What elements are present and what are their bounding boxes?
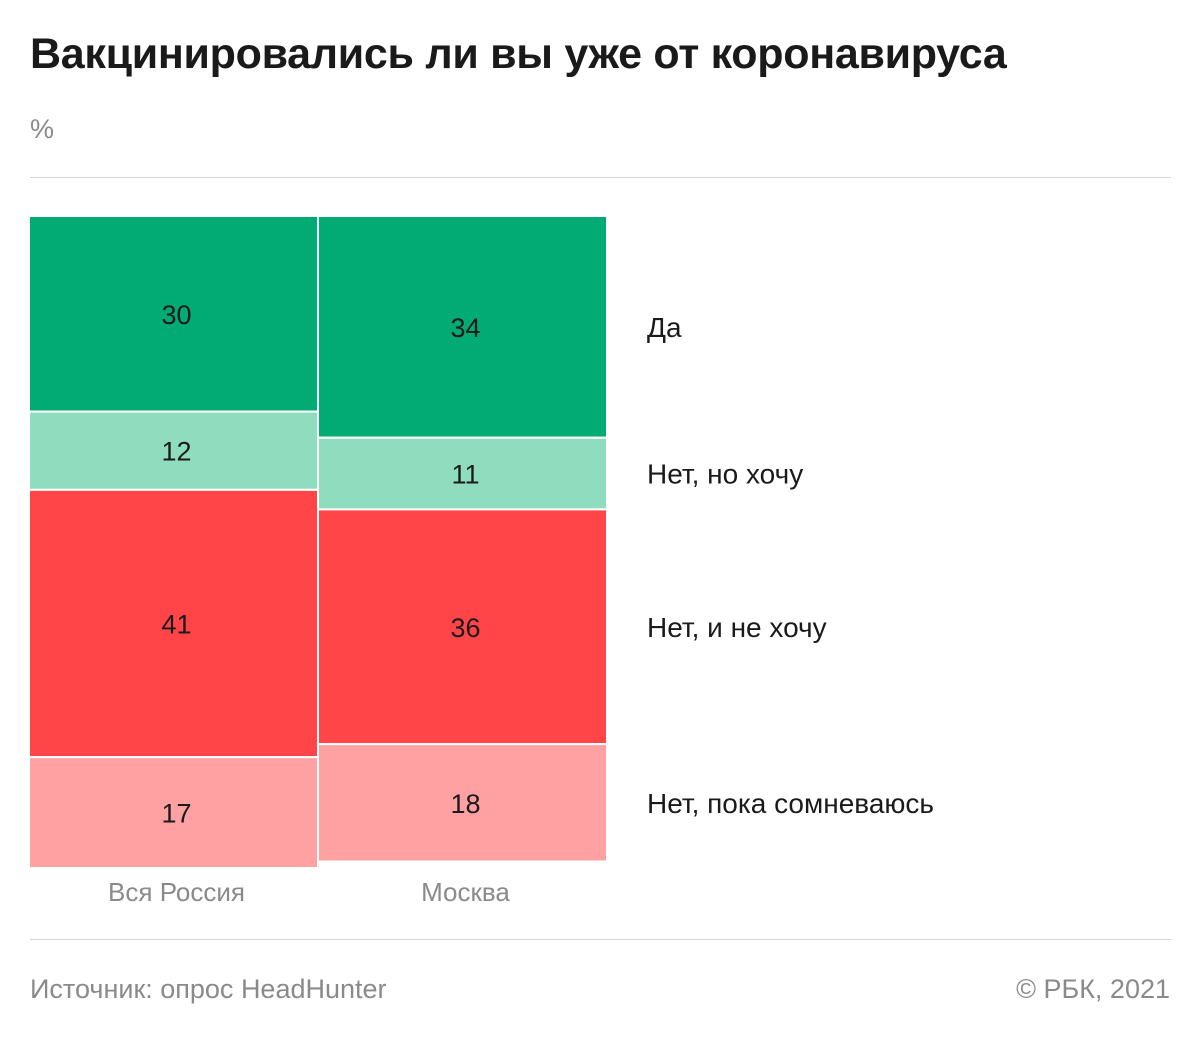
bar-segment-1-1 bbox=[317, 436, 608, 511]
data-label-0-1: 12 bbox=[161, 437, 191, 467]
legend-label-3: Нет, пока сомневаюсь bbox=[647, 788, 934, 819]
bottom-divider bbox=[30, 939, 1171, 940]
data-label-1-2: 36 bbox=[450, 613, 480, 643]
bar-segment-0-0 bbox=[28, 215, 319, 413]
data-label-0-2: 41 bbox=[161, 610, 191, 640]
bar-segment-1-2 bbox=[317, 508, 608, 746]
copyright-note: © РБК, 2021 bbox=[1016, 974, 1170, 1004]
category-label-1: Москва bbox=[421, 877, 510, 907]
bar-column-0: 30 12 41 17 bbox=[28, 215, 319, 869]
data-label-1-3: 18 bbox=[450, 789, 480, 819]
chart-title: Вакцинировались ли вы уже от коронавирус… bbox=[30, 30, 1007, 78]
legend-label-1: Нет, но хочу bbox=[647, 459, 803, 490]
data-label-0-0: 30 bbox=[161, 300, 191, 330]
bar-segment-1-0 bbox=[317, 215, 608, 439]
category-label-0: Вся Россия bbox=[108, 877, 245, 907]
bar-segment-0-1 bbox=[28, 410, 319, 491]
bar-segment-0-2 bbox=[28, 488, 319, 759]
source-note: Источник: опрос HeadHunter bbox=[30, 974, 387, 1004]
bar-segment-1-3 bbox=[317, 743, 608, 863]
bar-column-1: 34 11 36 18 bbox=[317, 215, 608, 863]
legend-label-2: Нет, и не хочу bbox=[647, 612, 827, 643]
legend-label-0: Да bbox=[647, 312, 682, 343]
data-label-1-0: 34 bbox=[450, 313, 480, 343]
data-label-1-1: 11 bbox=[451, 460, 479, 490]
data-label-0-3: 17 bbox=[161, 799, 191, 829]
unit-label: % bbox=[30, 114, 55, 144]
top-divider bbox=[30, 177, 1171, 178]
